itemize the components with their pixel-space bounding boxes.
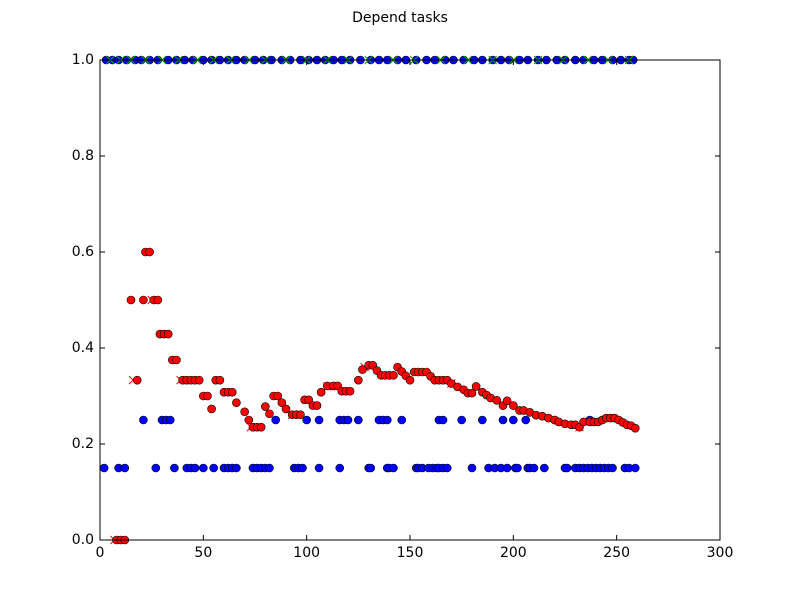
point [442, 463, 452, 473]
point [405, 375, 415, 385]
point [232, 398, 241, 408]
point [438, 415, 448, 425]
point [304, 395, 314, 405]
point [397, 415, 407, 425]
point [232, 463, 241, 473]
point [467, 388, 477, 398]
point [312, 401, 322, 410]
point [513, 463, 522, 473]
point [498, 415, 508, 425]
chart-title: Depend tasks [352, 10, 448, 26]
point [153, 295, 163, 305]
point [194, 375, 204, 385]
y-tick-label: 0.0 [72, 532, 94, 548]
point [163, 329, 173, 339]
point [240, 407, 249, 417]
point [521, 415, 531, 425]
point [345, 386, 355, 396]
point [281, 404, 291, 414]
point [343, 415, 353, 425]
point [389, 371, 398, 380]
point [492, 396, 502, 405]
x-tick-label: 250 [603, 545, 630, 561]
point [190, 463, 200, 473]
point [509, 401, 518, 410]
point [478, 415, 487, 425]
point [529, 463, 539, 473]
point [630, 423, 640, 433]
point [172, 355, 181, 365]
point [316, 387, 326, 397]
point [199, 463, 208, 473]
point [120, 463, 130, 473]
point [335, 463, 345, 473]
point [277, 398, 287, 408]
point [562, 463, 572, 473]
point [509, 415, 518, 425]
point [151, 463, 161, 473]
point [215, 375, 225, 385]
point [366, 463, 376, 473]
point [358, 365, 367, 374]
x-tick-label: 200 [500, 545, 527, 561]
point [265, 409, 274, 419]
point [354, 415, 363, 425]
point [207, 404, 216, 414]
x-tick-label: 100 [293, 545, 320, 561]
y-tick-label: 0.4 [72, 340, 94, 356]
x-tick-label: 150 [397, 545, 424, 561]
point [471, 382, 481, 391]
point [502, 463, 512, 473]
point [271, 415, 280, 425]
x-tick-label: 0 [96, 545, 105, 561]
point [261, 402, 270, 411]
point [139, 295, 148, 305]
point [608, 463, 617, 473]
point [382, 415, 392, 425]
y-tick-label: 0.2 [72, 436, 94, 452]
point [502, 396, 512, 406]
point [354, 375, 363, 385]
point [170, 463, 179, 473]
x-tick-label: 50 [194, 545, 212, 561]
point [457, 415, 466, 425]
point [99, 463, 109, 473]
x-tick-label: 300 [707, 545, 734, 561]
point [132, 375, 142, 385]
point [256, 422, 266, 432]
point [314, 415, 324, 425]
point [165, 415, 175, 425]
point [203, 391, 212, 401]
point [265, 463, 274, 473]
y-tick-label: 0.8 [72, 148, 94, 164]
point [467, 463, 477, 473]
point [227, 387, 237, 397]
y-tick-label: 0.6 [72, 244, 94, 260]
point [145, 247, 154, 257]
point [302, 415, 311, 425]
point [314, 463, 324, 473]
point [630, 463, 640, 473]
point [126, 295, 136, 305]
point [273, 391, 283, 401]
point [298, 463, 307, 473]
point [139, 415, 148, 425]
y-tick-label: 1.0 [72, 52, 94, 68]
point [540, 463, 549, 473]
point [244, 415, 254, 425]
point [296, 410, 305, 420]
point [209, 463, 218, 473]
point [389, 463, 398, 473]
